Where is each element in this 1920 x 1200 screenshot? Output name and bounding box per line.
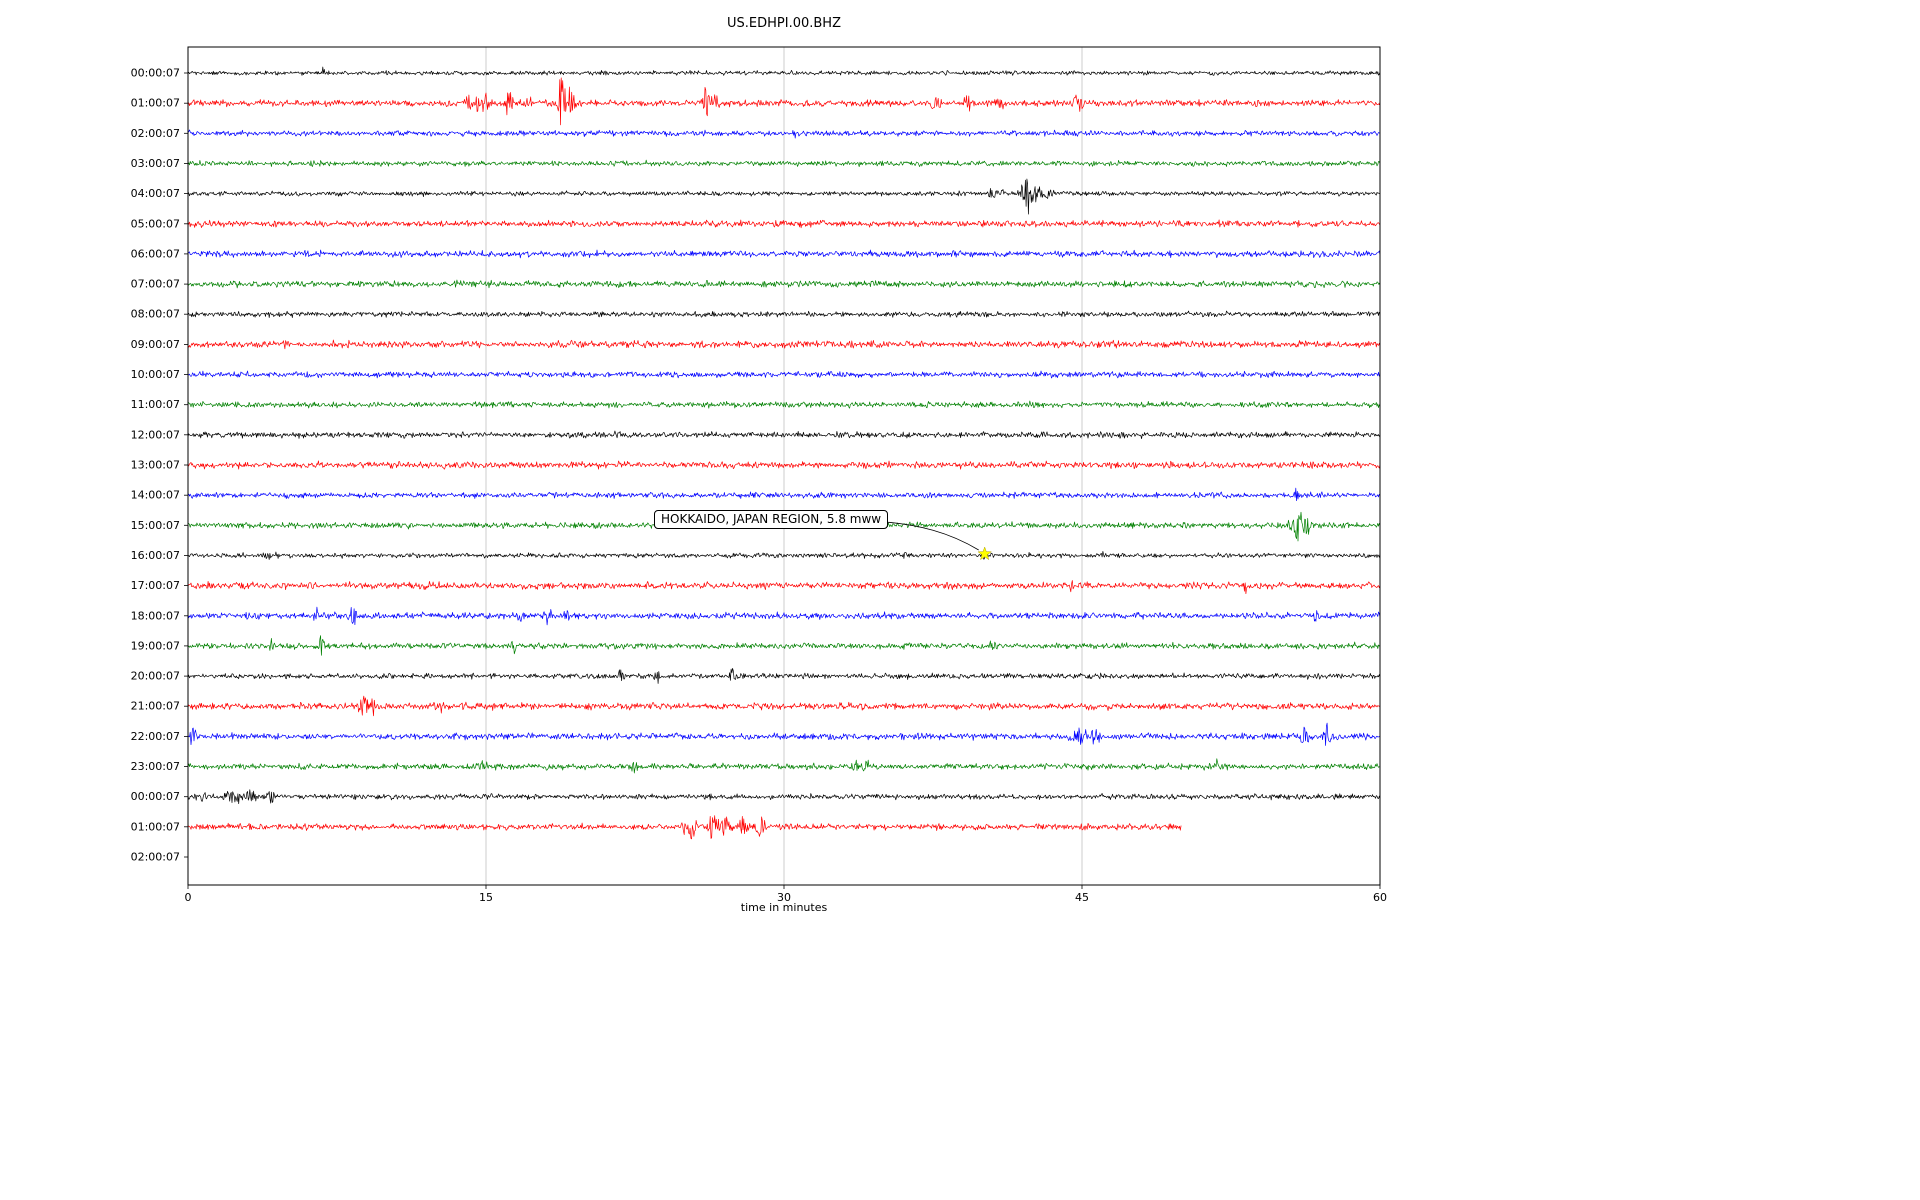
trace-20-20:00:07: [187, 667, 1381, 684]
row-label-19: 19:00:07: [131, 639, 180, 652]
row-label-14: 14:00:07: [131, 489, 180, 502]
row-label-17: 17:00:07: [131, 579, 180, 592]
row-label-3: 03:00:07: [131, 157, 180, 170]
x-axis-label: time in minutes: [740, 901, 828, 914]
trace-23-23:00:07: [187, 758, 1381, 774]
row-label-11: 11:00:07: [131, 398, 180, 411]
row-label-5: 05:00:07: [131, 217, 180, 230]
row-label-10: 10:00:07: [131, 368, 180, 381]
trace-11-11:00:07: [187, 400, 1381, 409]
event-star-marker: [977, 546, 993, 561]
trace-7-07:00:07: [187, 279, 1381, 289]
row-label-13: 13:00:07: [131, 459, 180, 472]
x-tick-label-60: 60: [1373, 891, 1387, 904]
trace-4-04:00:07: [187, 178, 1381, 215]
trace-12-12:00:07: [187, 430, 1381, 440]
row-label-16: 16:00:07: [131, 549, 180, 562]
trace-18-18:00:07: [187, 606, 1381, 626]
row-label-25: 01:00:07: [131, 820, 180, 833]
row-label-6: 06:00:07: [131, 247, 180, 260]
row-label-1: 01:00:07: [131, 97, 180, 110]
row-label-20: 20:00:07: [131, 670, 180, 683]
row-label-8: 08:00:07: [131, 308, 180, 321]
trace-13-13:00:07: [187, 460, 1381, 470]
row-label-23: 23:00:07: [131, 760, 180, 773]
row-label-2: 02:00:07: [131, 127, 180, 140]
trace-10-10:00:07: [187, 370, 1381, 379]
trace-22-22:00:07: [187, 722, 1381, 746]
trace-17-17:00:07: [187, 580, 1381, 595]
row-label-24: 00:00:07: [131, 790, 180, 803]
row-label-26: 02:00:07: [131, 851, 180, 864]
row-label-7: 07:00:07: [131, 278, 180, 291]
trace-3-03:00:07: [187, 159, 1381, 168]
row-label-0: 00:00:07: [131, 67, 180, 80]
plot-frame: [187, 46, 1381, 886]
trace-25-01:00:07: [187, 815, 1182, 840]
row-label-4: 04:00:07: [131, 187, 180, 200]
trace-24-00:00:07: [187, 789, 1381, 805]
trace-14-14:00:07: [187, 487, 1381, 502]
trace-19-19:00:07: [187, 635, 1381, 656]
trace-1-01:00:07: [187, 77, 1381, 126]
x-tick-label-30: 30: [777, 891, 791, 904]
trace-0-00:00:07: [187, 66, 1381, 76]
row-label-21: 21:00:07: [131, 700, 180, 713]
row-label-12: 12:00:07: [131, 428, 180, 441]
trace-9-09:00:07: [187, 339, 1381, 350]
event-annotation: HOKKAIDO, JAPAN REGION, 5.8 mww: [654, 510, 889, 529]
trace-5-05:00:07: [187, 219, 1381, 229]
trace-6-06:00:07: [187, 249, 1381, 259]
row-label-18: 18:00:07: [131, 609, 180, 622]
trace-21-21:00:07: [187, 695, 1381, 717]
x-tick-label-15: 15: [479, 891, 493, 904]
row-label-9: 09:00:07: [131, 338, 180, 351]
trace-2-02:00:07: [187, 129, 1381, 139]
trace-16-16:00:07: [187, 551, 1381, 560]
row-label-15: 15:00:07: [131, 519, 180, 532]
trace-8-08:00:07: [188, 310, 1381, 318]
x-tick-label-45: 45: [1075, 891, 1089, 904]
plot-title: US.EDHPI.00.BHZ: [727, 16, 841, 31]
row-label-22: 22:00:07: [131, 730, 180, 743]
x-tick-label-0: 0: [185, 891, 192, 904]
